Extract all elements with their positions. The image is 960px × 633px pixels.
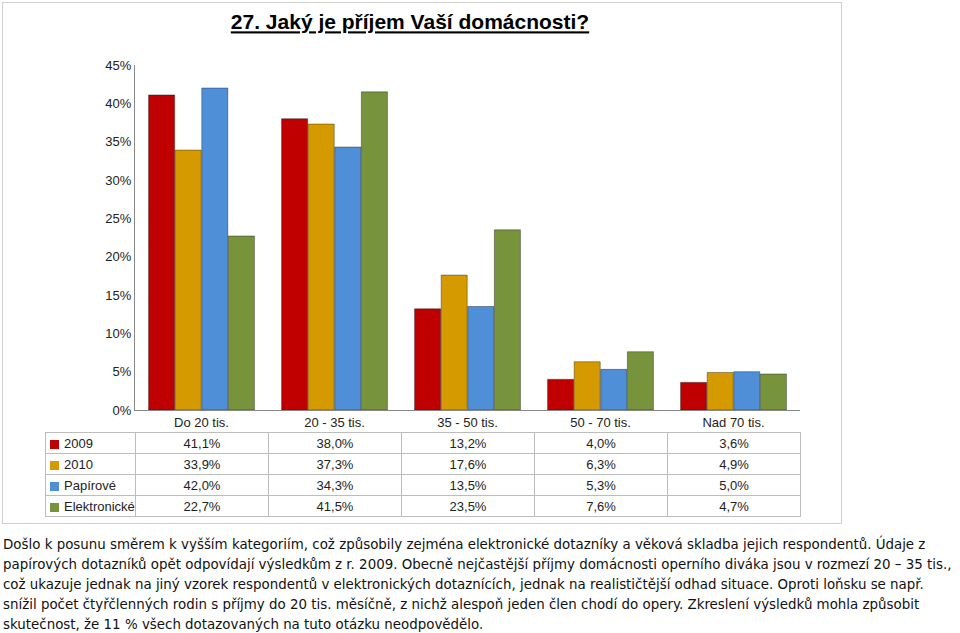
html-text:2009: 2009 (64, 435, 93, 451)
html-text:Došlo k posunu směrem k vyšším: Došlo k posunu směrem k vyšším kategorií… (3, 537, 952, 632)
svg-text:30%: 30% (105, 173, 131, 188)
html-text:4,0%: 4,0% (586, 435, 616, 451)
html-text:23,5%: 23,5% (449, 498, 487, 514)
html-text:17,6%: 17,6% (449, 456, 487, 472)
html-text:13,5%: 13,5% (449, 477, 487, 493)
html-text:37,3%: 37,3% (316, 456, 354, 472)
svg-text:20%: 20% (105, 249, 131, 264)
html-text:33,9%: 33,9% (183, 456, 221, 472)
svg-text:50 - 70 tis.: 50 - 70 tis. (570, 415, 631, 430)
svg-text:Nad 70 tis.: Nad 70 tis. (702, 415, 764, 430)
svg-text:10%: 10% (105, 326, 131, 341)
html-text:6,3%: 6,3% (586, 456, 616, 472)
svg-text:40%: 40% (105, 96, 131, 111)
html-text:41,1%: 41,1% (183, 435, 221, 451)
html-text:22,7%: 22,7% (183, 498, 221, 514)
html-text:34,3%: 34,3% (316, 477, 354, 493)
svg-text:27. Jaký je příjem Vaší domácn: 27. Jaký je příjem Vaší domácnosti? (231, 10, 589, 33)
html-text:Papírové: Papírové (64, 477, 116, 493)
svg-text:25%: 25% (105, 211, 131, 226)
html-text:2010: 2010 (64, 456, 93, 472)
html-text:4,7%: 4,7% (719, 498, 749, 514)
svg-text:0%: 0% (113, 403, 132, 418)
html-text:7,6%: 7,6% (586, 498, 616, 514)
html-text:3,6%: 3,6% (719, 435, 749, 451)
svg-text:20 - 35 tis.: 20 - 35 tis. (304, 415, 365, 430)
svg-text:35%: 35% (105, 134, 131, 149)
html-text:13,2%: 13,2% (449, 435, 487, 451)
html-text:5,3%: 5,3% (586, 477, 616, 493)
svg-text:35 - 50 tis.: 35 - 50 tis. (437, 415, 498, 430)
html-text:5,0%: 5,0% (719, 477, 749, 493)
svg-text:15%: 15% (105, 288, 131, 303)
svg-text:45%: 45% (105, 58, 131, 73)
svg-text:5%: 5% (113, 364, 132, 379)
svg-text:Do 20 tis.: Do 20 tis. (174, 415, 229, 430)
html-text:41,5%: 41,5% (316, 498, 354, 514)
html-text:Elektronické: Elektronické (64, 498, 135, 514)
html-text:42,0%: 42,0% (183, 477, 221, 493)
html-text:4,9%: 4,9% (719, 456, 749, 472)
html-text:38,0%: 38,0% (316, 435, 354, 451)
